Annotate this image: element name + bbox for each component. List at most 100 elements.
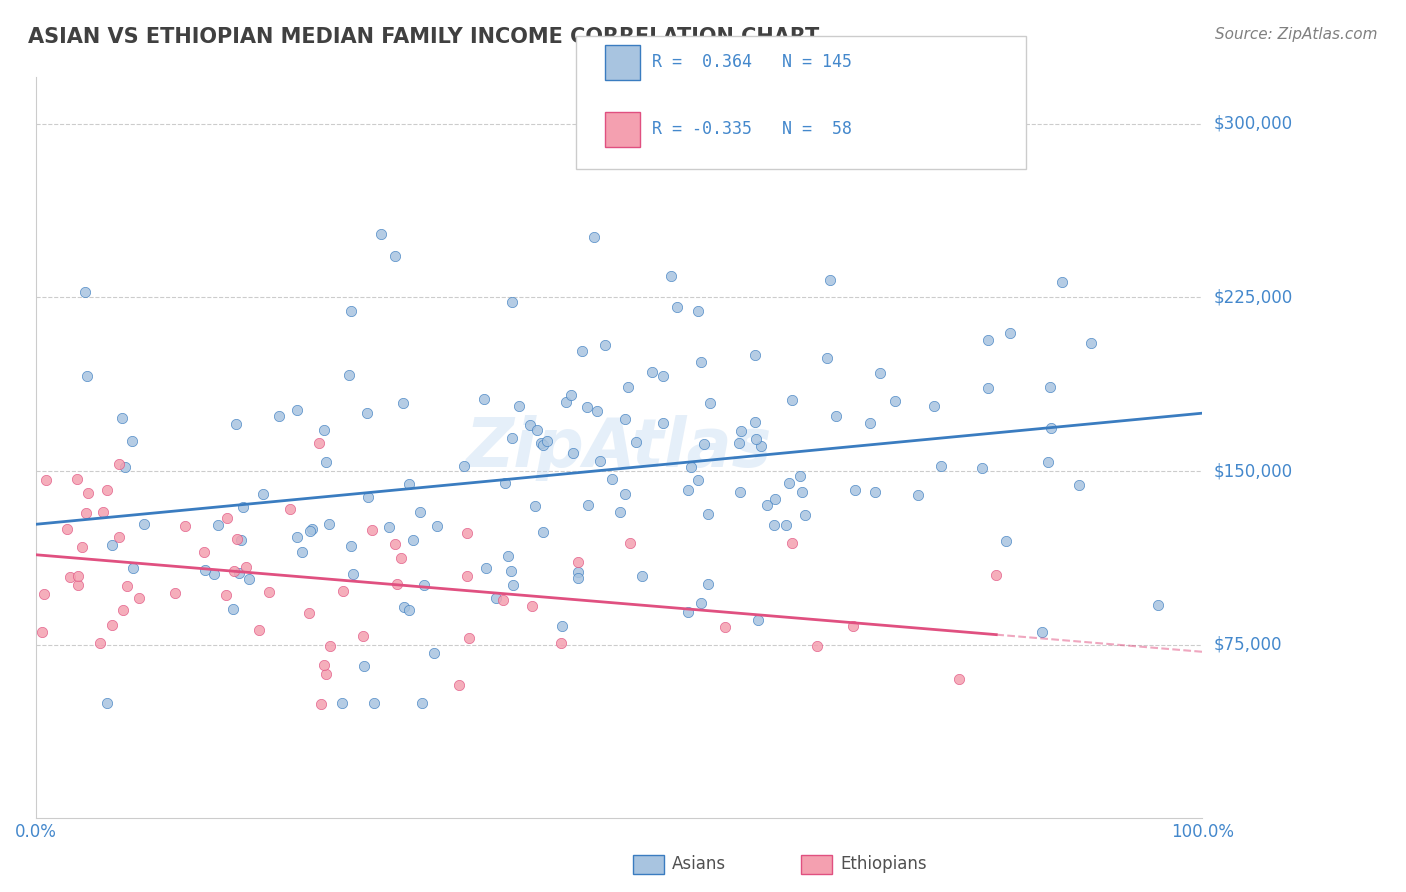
Point [163, 586, 186, 600]
Point [970, 460, 993, 475]
Point [651, 417, 673, 431]
Point [67, 569, 90, 583]
Point [730, 485, 752, 500]
Point [89, 635, 111, 649]
Point [582, 229, 605, 244]
Point [108, 530, 131, 544]
Point [115, 579, 138, 593]
Point [922, 399, 945, 413]
Point [1031, 624, 1053, 639]
Point [252, 487, 274, 501]
Point [389, 551, 412, 566]
Point [600, 472, 623, 486]
Text: Source: ZipAtlas.com: Source: ZipAtlas.com [1215, 27, 1378, 42]
Point [337, 368, 360, 382]
Point [472, 392, 495, 406]
Point [699, 395, 721, 409]
Point [315, 667, 337, 681]
Text: R =  0.364   N = 145: R = 0.364 N = 145 [652, 54, 852, 71]
Point [617, 380, 640, 394]
Point [353, 658, 375, 673]
Point [986, 567, 1008, 582]
Point [531, 438, 554, 452]
Text: $300,000: $300,000 [1213, 115, 1292, 133]
Point [121, 434, 143, 449]
Point [257, 585, 280, 599]
Point [207, 517, 229, 532]
Point [128, 591, 150, 605]
Point [713, 619, 735, 633]
Point [492, 592, 515, 607]
Point [775, 517, 797, 532]
Point [370, 227, 392, 242]
Point [696, 507, 718, 521]
Point [1039, 421, 1062, 435]
Point [361, 523, 384, 537]
Point [550, 636, 572, 650]
Point [593, 338, 616, 352]
Point [666, 300, 689, 314]
Point [763, 492, 786, 507]
Point [423, 646, 446, 660]
Point [688, 473, 710, 487]
Point [567, 571, 589, 585]
Point [356, 406, 378, 420]
Point [114, 460, 136, 475]
Point [531, 525, 554, 540]
Point [298, 606, 321, 620]
Point [247, 623, 270, 637]
Point [111, 411, 134, 425]
Point [384, 537, 406, 551]
Point [884, 393, 907, 408]
Point [844, 483, 866, 498]
Text: Asians: Asians [672, 855, 725, 873]
Point [312, 424, 335, 438]
Point [107, 457, 129, 471]
Point [32, 587, 55, 601]
Text: R = -0.335   N =  58: R = -0.335 N = 58 [652, 120, 852, 138]
Point [474, 561, 496, 575]
Point [501, 431, 523, 445]
Point [1080, 336, 1102, 351]
Point [747, 613, 769, 627]
Point [995, 534, 1018, 549]
Point [536, 434, 558, 448]
Point [1036, 455, 1059, 469]
Point [222, 601, 245, 615]
Point [77, 486, 100, 500]
Point [631, 569, 654, 583]
Point [31, 624, 53, 639]
Point [458, 631, 481, 645]
Point [402, 533, 425, 547]
Point [96, 696, 118, 710]
Point [384, 249, 406, 263]
Point [929, 458, 952, 473]
Point [567, 555, 589, 569]
Point [686, 303, 709, 318]
Point [977, 333, 1000, 347]
Point [948, 672, 970, 686]
Point [301, 522, 323, 536]
Point [235, 560, 257, 574]
Point [585, 404, 607, 418]
Point [101, 539, 124, 553]
Point [519, 418, 541, 433]
Point [589, 454, 612, 468]
Point [67, 577, 90, 591]
Point [318, 639, 340, 653]
Point [453, 458, 475, 473]
Point [409, 505, 432, 519]
Point [1147, 598, 1170, 612]
Text: ZipAtlas: ZipAtlas [465, 415, 772, 481]
Point [34, 473, 56, 487]
Point [745, 432, 768, 446]
Point [339, 303, 361, 318]
Point [132, 516, 155, 531]
Point [112, 602, 135, 616]
Point [614, 411, 637, 425]
Point [977, 381, 1000, 395]
Point [75, 285, 97, 300]
Point [456, 526, 478, 541]
Point [456, 569, 478, 583]
Point [91, 505, 114, 519]
